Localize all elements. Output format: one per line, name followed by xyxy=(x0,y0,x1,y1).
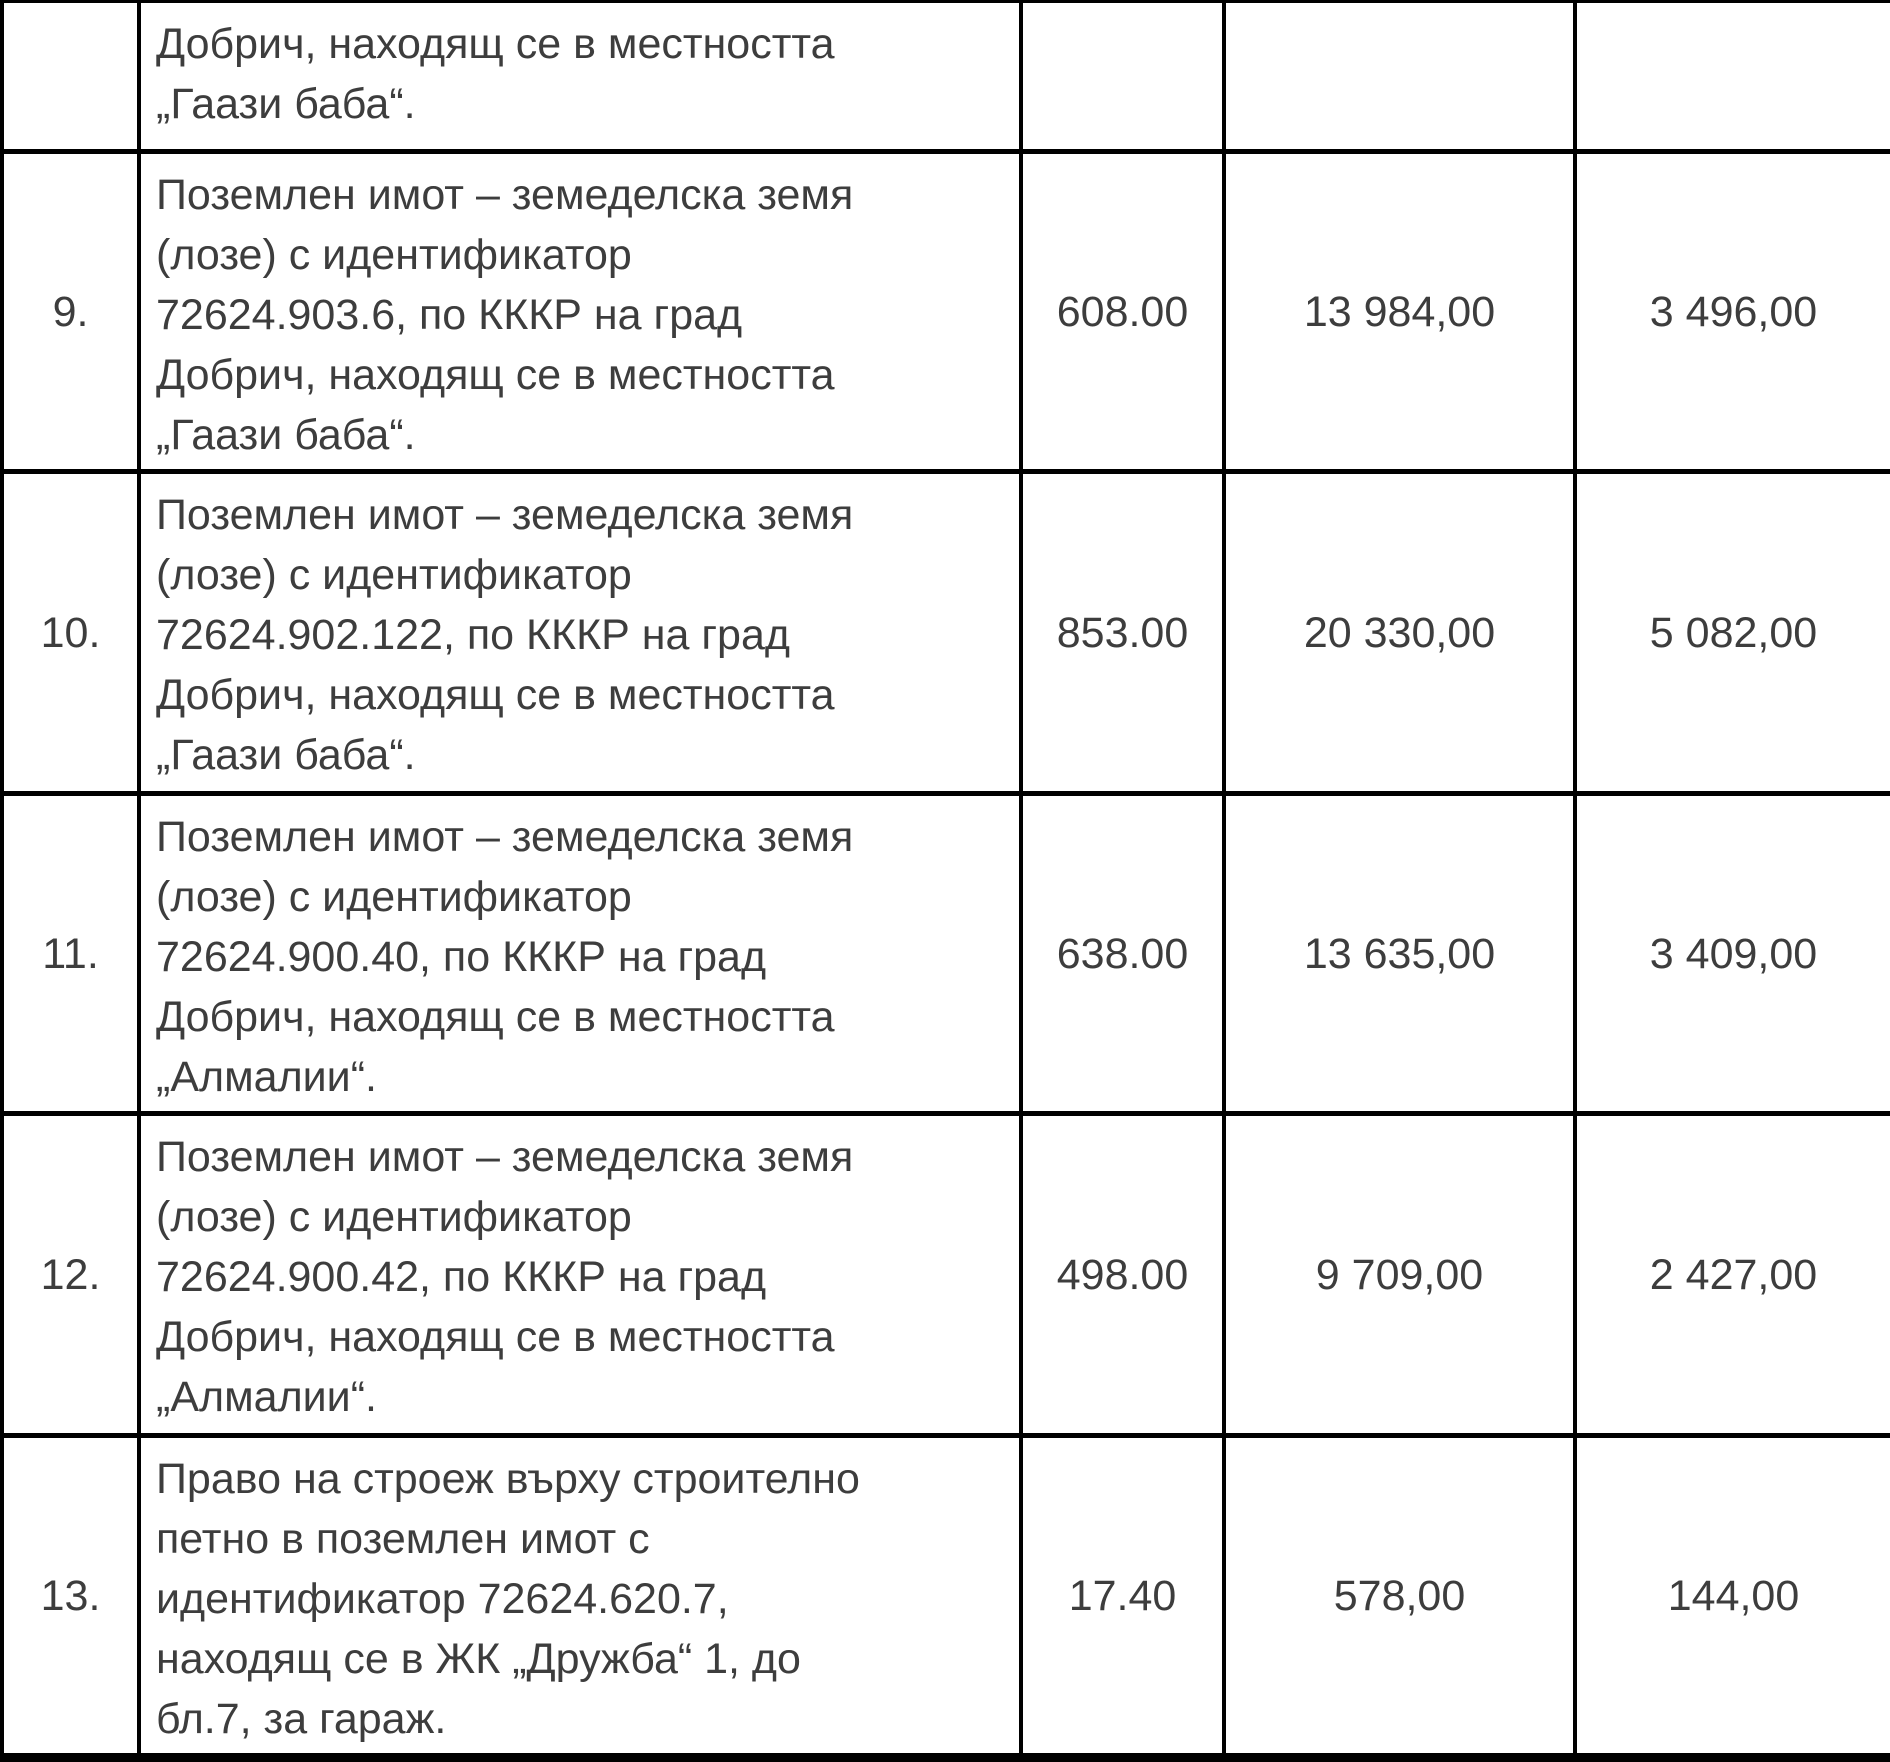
value1-cell: 608.00 xyxy=(1019,149,1226,474)
description-cell: Право на строеж върху строително петно в… xyxy=(137,1433,1023,1762)
value1-cell: 498.00 xyxy=(1019,1111,1226,1438)
value2-cell: 20 330,00 xyxy=(1222,469,1577,796)
value1-cell: 17.40 xyxy=(1019,1433,1226,1762)
value2-cell: 9 709,00 xyxy=(1222,1111,1577,1438)
value3-cell: 144,00 xyxy=(1573,1433,1890,1762)
value1-cell xyxy=(1019,0,1226,154)
description-cell: Поземлен имот – земеделска земя (лозе) с… xyxy=(137,1111,1023,1438)
value3-cell xyxy=(1573,0,1890,154)
value3-cell: 3 496,00 xyxy=(1573,149,1890,474)
row-number-cell: 13. xyxy=(0,1433,141,1762)
table-row: 11. Поземлен имот – земеделска земя (лоз… xyxy=(0,791,1890,1116)
value3-cell: 3 409,00 xyxy=(1573,791,1890,1116)
table-row: 13. Право на строеж върху строително пет… xyxy=(0,1433,1890,1762)
value2-cell: 13 635,00 xyxy=(1222,791,1577,1116)
value1-cell: 638.00 xyxy=(1019,791,1226,1116)
value2-cell xyxy=(1222,0,1577,154)
row-number-cell: 11. xyxy=(0,791,141,1116)
table-row: 9. Поземлен имот – земеделска земя (лозе… xyxy=(0,149,1890,474)
value1-cell: 853.00 xyxy=(1019,469,1226,796)
value2-cell: 13 984,00 xyxy=(1222,149,1577,474)
row-number-cell: 10. xyxy=(0,469,141,796)
table-row: 12. Поземлен имот – земеделска земя (лоз… xyxy=(0,1111,1890,1438)
description-cell: Поземлен имот – земеделска земя (лозе) с… xyxy=(137,469,1023,796)
table-row-partial: Добрич, находящ се в местността „Гаази б… xyxy=(0,0,1890,154)
row-number-cell: 12. xyxy=(0,1111,141,1438)
value2-cell: 578,00 xyxy=(1222,1433,1577,1762)
table-row: 10. Поземлен имот – земеделска земя (лоз… xyxy=(0,469,1890,796)
row-number-cell xyxy=(0,0,141,154)
value3-cell: 5 082,00 xyxy=(1573,469,1890,796)
description-cell: Поземлен имот – земеделска земя (лозе) с… xyxy=(137,149,1023,474)
description-cell: Добрич, находящ се в местността „Гаази б… xyxy=(137,0,1023,154)
row-number-cell: 9. xyxy=(0,149,141,474)
description-cell: Поземлен имот – земеделска земя (лозе) с… xyxy=(137,791,1023,1116)
value3-cell: 2 427,00 xyxy=(1573,1111,1890,1438)
